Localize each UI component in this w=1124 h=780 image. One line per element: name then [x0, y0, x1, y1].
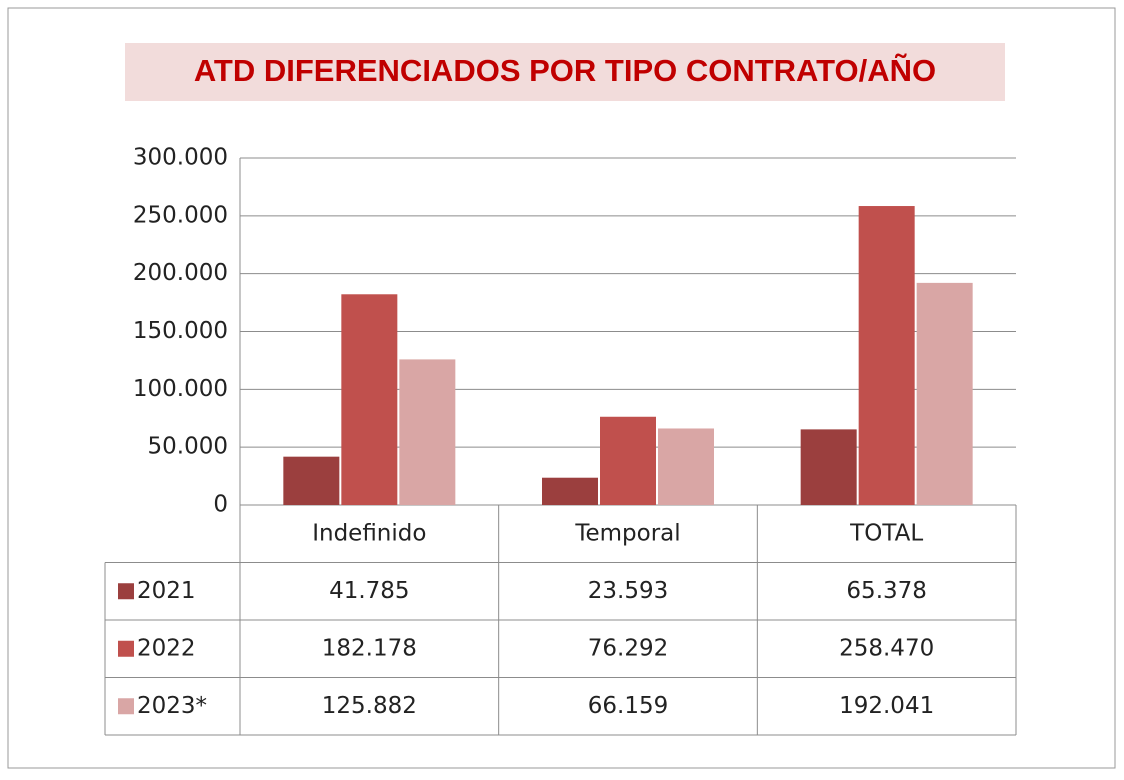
y-tick-label: 100.000: [133, 376, 228, 402]
bar: [916, 282, 973, 505]
x-tick-label: Temporal: [574, 520, 680, 546]
y-tick-label: 300.000: [133, 145, 228, 171]
bar: [658, 428, 714, 505]
x-tick-label: Indefinido: [312, 520, 426, 546]
table-value: 76.292: [588, 635, 668, 661]
frame: [7, 7, 1116, 769]
bar: [858, 206, 915, 505]
bar: [800, 429, 857, 505]
table-value: 125.882: [322, 693, 417, 719]
bar: [399, 359, 456, 505]
table-value: 182.178: [322, 635, 417, 661]
y-tick-label: 0: [213, 492, 228, 518]
table-value: 66.159: [588, 693, 668, 719]
table-value: 258.470: [839, 635, 934, 661]
bar: [283, 456, 340, 505]
legend-swatch: [118, 640, 134, 657]
legend-swatch: [118, 583, 134, 600]
bar: [600, 416, 656, 505]
bar: [542, 477, 598, 505]
table-value: 65.378: [846, 578, 926, 604]
chart-title: ATD DIFERENCIADOS POR TIPO CONTRATO/AÑO: [194, 53, 936, 88]
table-value: 192.041: [839, 693, 934, 719]
legend-label: 2023*: [137, 693, 207, 719]
table-value: 41.785: [329, 578, 409, 604]
table-value: 23.593: [588, 578, 668, 604]
legend-label: 2021: [137, 578, 196, 604]
legend-label: 2022: [137, 635, 196, 661]
y-tick-label: 200.000: [133, 260, 228, 286]
title-box: [125, 43, 1005, 101]
x-tick-label: TOTAL: [849, 520, 923, 546]
bar: [341, 294, 398, 505]
y-tick-label: 50.000: [148, 434, 228, 460]
y-tick-label: 250.000: [133, 202, 228, 228]
legend-swatch: [118, 698, 134, 715]
y-tick-label: 150.000: [133, 318, 228, 344]
